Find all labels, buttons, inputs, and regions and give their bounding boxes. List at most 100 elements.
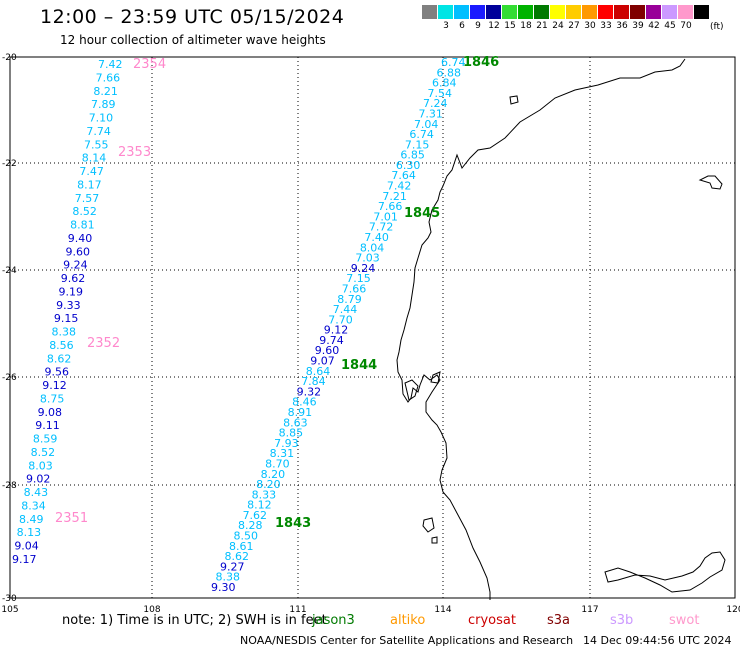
bay-inlet bbox=[404, 379, 419, 401]
wave-height-label: 8.17 bbox=[77, 178, 102, 191]
track-east: 6.746.886.847.547.247.317.046.747.156.85… bbox=[211, 56, 466, 594]
wave-height-label: 8.38 bbox=[216, 571, 241, 584]
generated-timestamp: 14 Dec 09:44:56 UTC 2024 bbox=[583, 634, 732, 647]
scale-label: 27 bbox=[568, 21, 580, 31]
scale-swatch bbox=[630, 5, 646, 19]
wave-height-label: 7.55 bbox=[84, 138, 109, 151]
wave-height-label: 6.84 bbox=[432, 77, 457, 90]
wave-height-label: 8.79 bbox=[337, 293, 362, 306]
wave-height-label: 8.04 bbox=[360, 241, 385, 254]
wave-height-label: 9.12 bbox=[324, 324, 349, 337]
scale-swatch bbox=[678, 5, 694, 19]
wave-height-label: 8.63 bbox=[283, 416, 308, 429]
wave-height-label: 6.85 bbox=[400, 149, 425, 162]
satellite-label: altiko bbox=[390, 613, 426, 628]
wave-height-label: 7.42 bbox=[387, 180, 412, 193]
wave-height-label: 8.75 bbox=[40, 392, 65, 405]
scale-label: 45 bbox=[664, 21, 676, 31]
wave-height-label: 9.33 bbox=[56, 299, 81, 312]
wave-height-label: 7.74 bbox=[86, 125, 111, 138]
wave-height-label: 8.31 bbox=[270, 447, 295, 460]
wave-height-label: 8.13 bbox=[17, 526, 42, 539]
wave-height-label: 9.12 bbox=[42, 379, 67, 392]
wave-height-label: 9.74 bbox=[319, 334, 344, 347]
scale-label: 6 bbox=[459, 21, 465, 31]
wave-height-label: 7.03 bbox=[355, 252, 380, 265]
wave-height-label: 7.40 bbox=[364, 231, 389, 244]
scale-label: 9 bbox=[475, 21, 481, 31]
footer-note: note: 1) Time is in UTC; 2) SWH is in fe… bbox=[62, 613, 327, 628]
color-scale-legend: 3 6 9 12 15 18 21 24 27 30 33 36 39 42 45 70 (ft) bbox=[422, 5, 724, 32]
scale-label: 18 bbox=[520, 21, 532, 31]
wave-height-label: 8.81 bbox=[70, 219, 95, 232]
lat-tick-label: -24 bbox=[2, 266, 17, 276]
wave-height-label: 8.20 bbox=[256, 478, 281, 491]
color-scale-swatches bbox=[422, 5, 710, 19]
scale-swatch bbox=[662, 5, 678, 19]
ningaloo-island bbox=[430, 371, 441, 384]
wave-height-label: 8.12 bbox=[247, 499, 272, 512]
pass-time-label: 2352 bbox=[87, 336, 120, 351]
wave-height-label: 8.14 bbox=[82, 152, 107, 165]
small-island bbox=[422, 517, 435, 533]
scale-swatch bbox=[454, 5, 470, 19]
wave-height-label: 9.02 bbox=[26, 473, 51, 486]
wave-height-label: 8.59 bbox=[33, 433, 58, 446]
pass-time-label: 1845 bbox=[404, 206, 440, 221]
wave-height-label: 7.24 bbox=[423, 97, 448, 110]
pass-time-label: 1844 bbox=[341, 358, 377, 373]
wave-height-label: 8.49 bbox=[19, 513, 44, 526]
wave-height-label: 9.24 bbox=[63, 259, 87, 272]
wave-height-label: 6.74 bbox=[441, 56, 466, 69]
wave-height-label: 9.60 bbox=[65, 245, 90, 258]
wave-height-label: 8.62 bbox=[225, 550, 250, 563]
wave-height-label: 8.62 bbox=[47, 352, 72, 365]
scale-swatch bbox=[486, 5, 502, 19]
pass-time-label: 2351 bbox=[55, 511, 88, 526]
scale-label: 12 bbox=[488, 21, 500, 31]
wave-height-label: 7.04 bbox=[414, 118, 439, 131]
lat-tick-label: -28 bbox=[2, 481, 17, 491]
wave-height-label: 9.07 bbox=[310, 355, 335, 368]
scale-swatch bbox=[534, 5, 550, 19]
wave-height-label: 8.43 bbox=[24, 486, 48, 499]
satellite-label: jason3 bbox=[312, 613, 355, 628]
scale-swatch bbox=[646, 5, 662, 19]
wave-height-label: 7.64 bbox=[391, 169, 416, 182]
wave-height-label: 9.04 bbox=[14, 540, 39, 553]
pass-time-label: 1843 bbox=[275, 516, 311, 531]
pass-time-label: 2353 bbox=[118, 145, 151, 160]
satellite-label: swot bbox=[669, 613, 700, 628]
scale-label: 3 bbox=[443, 21, 449, 31]
wave-height-label: 9.30 bbox=[211, 581, 236, 594]
scale-swatch bbox=[438, 5, 454, 19]
barrow-island bbox=[509, 95, 519, 105]
map-title: 12:00 – 23:59 UTC 05/15/2024 bbox=[40, 6, 345, 28]
lat-tick-label: -30 bbox=[2, 594, 17, 604]
scale-swatch bbox=[422, 5, 438, 19]
wave-height-label: 7.93 bbox=[274, 437, 299, 450]
wave-height-label: 9.08 bbox=[38, 406, 63, 419]
pass-time-label: 1846 bbox=[463, 55, 499, 70]
scale-swatch bbox=[470, 5, 486, 19]
wave-height-label: 8.20 bbox=[261, 468, 286, 481]
wave-height-label: 8.46 bbox=[292, 396, 317, 409]
pass-time-label: 2354 bbox=[133, 57, 166, 72]
scale-swatch bbox=[614, 5, 630, 19]
wave-height-label: 7.15 bbox=[405, 138, 430, 151]
australia-coastline bbox=[396, 58, 686, 600]
map-grid: 105 108 111 114 117 120 -20 -22 -24 -26 -28 -30 bbox=[1, 53, 740, 615]
lon-tick-label: 117 bbox=[581, 605, 598, 615]
wave-height-label: 7.66 bbox=[96, 71, 121, 84]
wave-height-label: 8.91 bbox=[288, 406, 313, 419]
wave-height-label: 9.56 bbox=[45, 366, 70, 379]
wave-height-label: 9.62 bbox=[61, 272, 85, 285]
coastline bbox=[396, 58, 726, 600]
satellite-label: s3b bbox=[610, 613, 634, 628]
wave-height-label: 9.27 bbox=[220, 560, 245, 573]
wave-height-label: 9.15 bbox=[54, 312, 79, 325]
wave-height-label: 9.19 bbox=[58, 285, 82, 298]
wave-height-label: 7.10 bbox=[89, 112, 114, 125]
small-island-2 bbox=[431, 536, 438, 544]
